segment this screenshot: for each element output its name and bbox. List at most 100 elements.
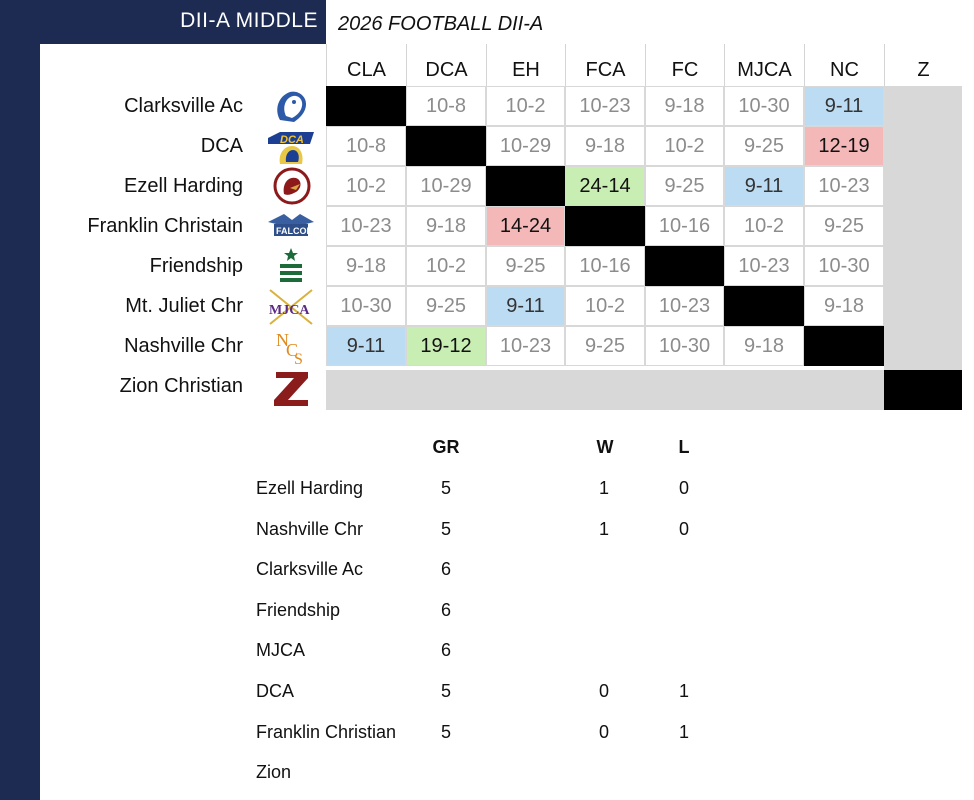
game-date-cell: 9-11: [486, 286, 565, 326]
game-date-cell: 10-29: [406, 166, 486, 206]
game-date-cell: 9-11: [804, 86, 884, 126]
game-date-cell: 10-2: [724, 206, 804, 246]
wins-header: W: [596, 437, 614, 457]
game-date-cell: 9-11: [724, 166, 804, 206]
game-date-cell: 9-25: [486, 246, 565, 286]
column-header-fca: FCA: [565, 44, 645, 86]
game-date-cell: 10-2: [486, 86, 565, 126]
game-date-cell: 9-11: [326, 326, 406, 366]
row-team-name: Friendship: [149, 255, 243, 277]
game-date-cell: 9-18: [724, 326, 804, 366]
standings-games-remaining: 6: [440, 559, 451, 580]
standings-wins: 0: [598, 681, 609, 701]
game-date-cell: 10-23: [326, 206, 406, 246]
standings-team-name: Ezell Harding: [256, 478, 364, 498]
game-date-cell: 9-25: [565, 326, 645, 366]
standings-losses: 0: [678, 518, 689, 539]
game-date-cell: 10-2: [326, 166, 406, 206]
game-date-cell: 9-18: [326, 246, 406, 286]
self-matchup-cell: [804, 326, 884, 366]
falcons-logo: FALCONS: [268, 214, 316, 236]
header-navy-band: [0, 0, 326, 44]
game-date-cell: 10-30: [804, 246, 884, 286]
game-date-cell: 10-16: [645, 206, 724, 246]
standings-losses: 1: [678, 681, 689, 701]
game-date-cell: 10-8: [406, 86, 486, 126]
column-header-dca: DCA: [406, 44, 486, 86]
game-date-cell: 10-2: [406, 246, 486, 286]
svg-text:N: N: [276, 330, 289, 350]
standings-team-name: MJCA: [256, 640, 305, 661]
self-matchup-cell: [645, 246, 724, 286]
game-date-cell: 10-16: [565, 246, 645, 286]
game-date-cell: 9-25: [724, 126, 804, 166]
standings-team-name: Franklin Christian: [256, 721, 397, 742]
row-team-name: DCA: [200, 135, 243, 157]
game-date-cell: 10-23: [724, 246, 804, 286]
standings-wins: 1: [598, 478, 609, 498]
game-date-cell: 10-30: [724, 86, 804, 126]
svg-text:FALCONS: FALCONS: [276, 226, 316, 236]
column-header-nc: NC: [804, 44, 884, 86]
standings-team-name: Zion: [256, 762, 292, 783]
row-team-name: Mt. Juliet Chr: [125, 295, 243, 317]
standings-games-remaining: 6: [440, 640, 451, 661]
ncs-logo: N C S: [276, 330, 303, 366]
game-date-cell: 12-19: [804, 126, 884, 166]
game-date-cell: 10-23: [486, 326, 565, 366]
schedule-title: 2026 FOOTBALL DII-A: [338, 13, 544, 35]
self-matchup-cell: [406, 126, 486, 166]
losses-header: L: [678, 437, 690, 457]
game-date-cell: 24-14: [565, 166, 645, 206]
game-date-cell: 9-25: [804, 206, 884, 246]
standings-games-remaining: 5: [440, 681, 451, 701]
self-matchup-cell: [565, 206, 645, 246]
game-date-cell: 10-2: [645, 126, 724, 166]
row-team-name: Nashville Chr: [124, 335, 243, 357]
standings-wins: 1: [598, 518, 609, 539]
game-date-cell: 10-8: [326, 126, 406, 166]
friendship-logo: [280, 248, 302, 282]
svg-text:DCA: DCA: [280, 134, 304, 146]
game-date-cell: 10-23: [645, 286, 724, 326]
gr-header: GR: [432, 437, 460, 457]
game-date-cell: 10-30: [645, 326, 724, 366]
zion-self-cell: [884, 370, 962, 410]
zion-row-shading: [326, 370, 884, 410]
column-header-cla: CLA: [326, 44, 406, 86]
standings-games-remaining: 6: [440, 599, 451, 620]
standings-team-name: Friendship: [256, 599, 341, 620]
svg-text:MJCA: MJCA: [269, 303, 310, 318]
game-date-cell: 10-23: [804, 166, 884, 206]
standings-games-remaining: 5: [440, 518, 451, 539]
division-title: DII-A MIDDLE: [180, 9, 318, 32]
game-date-cell: 10-23: [565, 86, 645, 126]
left-navy-bar: [0, 0, 40, 800]
game-date-cell: 14-24: [486, 206, 565, 246]
standings-team-name: Clarksville Ac: [256, 559, 364, 580]
game-date-cell: 9-18: [645, 86, 724, 126]
column-header-z: Z: [884, 44, 962, 86]
svg-text:C: C: [286, 340, 298, 360]
clarksville-logo: [277, 91, 306, 122]
row-team-name: Ezell Harding: [124, 175, 243, 197]
standings-wins: 0: [598, 721, 609, 742]
row-team-name: Franklin Christain: [87, 215, 243, 237]
standings-games-remaining: 5: [440, 721, 451, 742]
game-date-cell: 9-18: [406, 206, 486, 246]
column-header-mjca: MJCA: [724, 44, 804, 86]
game-date-cell: 9-18: [804, 286, 884, 326]
dca-logo: DCA: [268, 132, 314, 164]
zion-logo: [274, 372, 308, 406]
self-matchup-cell: [724, 286, 804, 326]
row-team-name: Clarksville Ac: [124, 95, 243, 117]
column-header-eh: EH: [486, 44, 565, 86]
game-date-cell: 10-29: [486, 126, 565, 166]
zion-column-shading: [884, 86, 962, 370]
standings-games-remaining: 5: [440, 478, 451, 498]
ezell-harding-logo: [273, 167, 311, 205]
standings-losses: 0: [678, 478, 689, 498]
self-matchup-cell: [326, 86, 406, 126]
svg-text:S: S: [294, 351, 303, 366]
mjca-logo: MJCA: [269, 289, 313, 325]
